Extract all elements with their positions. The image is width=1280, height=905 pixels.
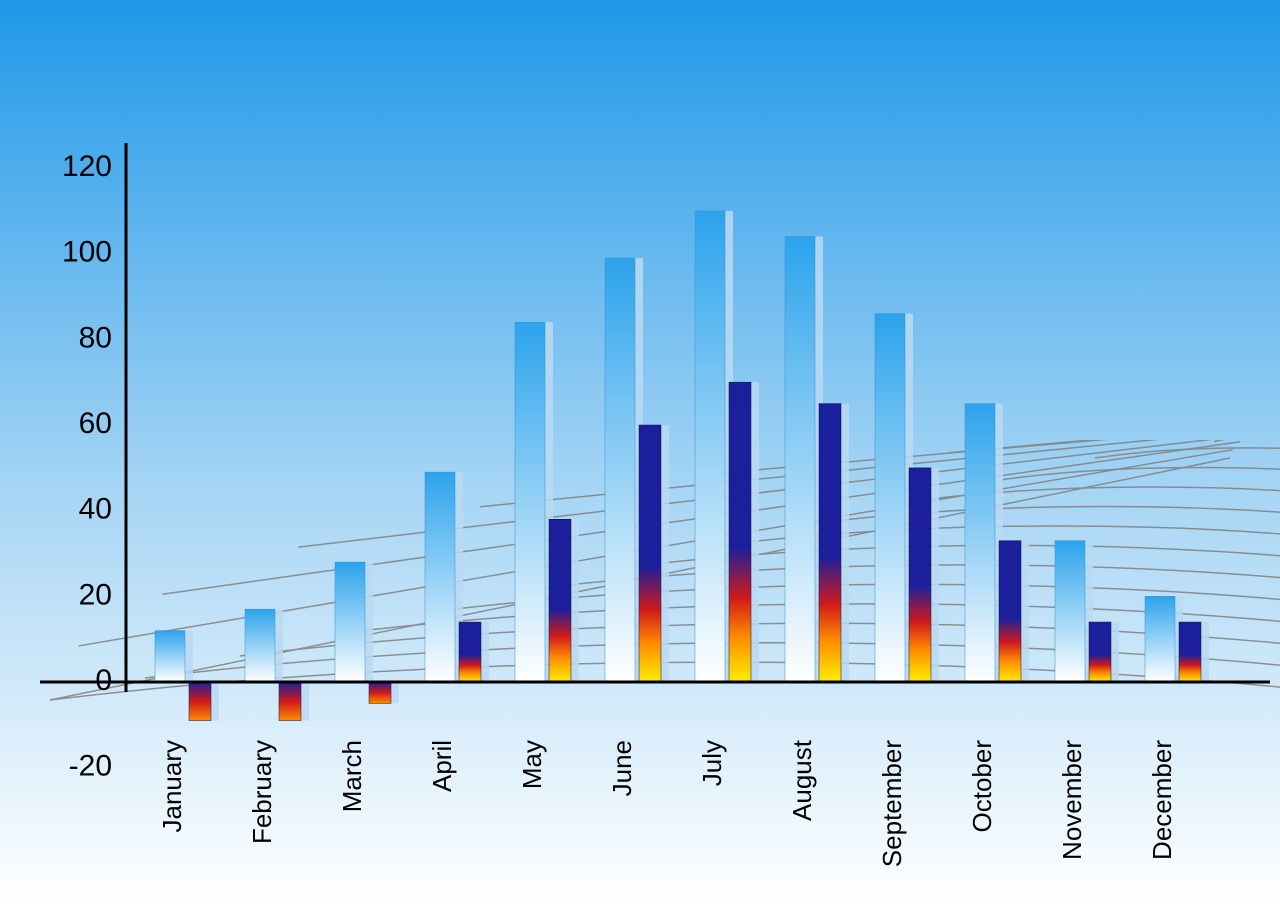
ytick-label: 20 bbox=[79, 578, 112, 611]
bar-b-negative bbox=[369, 682, 391, 703]
ytick-label: 100 bbox=[62, 236, 112, 269]
bar-b bbox=[639, 425, 661, 682]
bar-b bbox=[909, 468, 931, 682]
ytick-label: 120 bbox=[62, 150, 112, 183]
chart-container: -20 0 20 40 60 80 100 120 January February March Ap… bbox=[0, 0, 1280, 905]
ytick-label: 0 bbox=[95, 664, 112, 697]
bar-a bbox=[515, 322, 545, 682]
bar-b-negative bbox=[189, 682, 211, 721]
bar-a bbox=[335, 562, 365, 682]
bar-b bbox=[549, 519, 571, 682]
category-label: May bbox=[517, 740, 547, 789]
category-label: November bbox=[1057, 740, 1087, 860]
bar-a bbox=[695, 211, 725, 682]
bar-a bbox=[1145, 596, 1175, 682]
category-label: February bbox=[247, 740, 277, 844]
chart-svg: -20 0 20 40 60 80 100 120 January February March Ap… bbox=[0, 0, 1280, 905]
bar-a bbox=[605, 258, 635, 682]
ytick-label: 80 bbox=[79, 321, 112, 354]
category-label: October bbox=[967, 740, 997, 833]
bar-b bbox=[459, 622, 481, 682]
category-label: September bbox=[877, 740, 907, 868]
ytick-label: -20 bbox=[69, 750, 112, 783]
bar-a bbox=[875, 314, 905, 682]
bar-b bbox=[1089, 622, 1111, 682]
bar-a bbox=[245, 609, 275, 682]
bar-a bbox=[965, 404, 995, 682]
category-label: August bbox=[787, 739, 817, 821]
bar-b bbox=[999, 541, 1021, 682]
bar-a bbox=[1055, 541, 1085, 682]
category-label: June bbox=[607, 740, 637, 796]
category-label: January bbox=[157, 740, 187, 833]
category-label: December bbox=[1147, 740, 1177, 860]
bar-b-negative bbox=[279, 682, 301, 721]
bar-a bbox=[425, 472, 455, 682]
category-label: March bbox=[337, 740, 367, 812]
ytick-label: 60 bbox=[79, 407, 112, 440]
ytick-label: 40 bbox=[79, 493, 112, 526]
bar-a bbox=[155, 631, 185, 682]
category-label: April bbox=[427, 740, 457, 792]
bar-a bbox=[785, 237, 815, 682]
category-label: July bbox=[697, 740, 727, 786]
bar-b bbox=[729, 382, 751, 682]
bar-b bbox=[1179, 622, 1201, 682]
bar-b bbox=[819, 404, 841, 682]
